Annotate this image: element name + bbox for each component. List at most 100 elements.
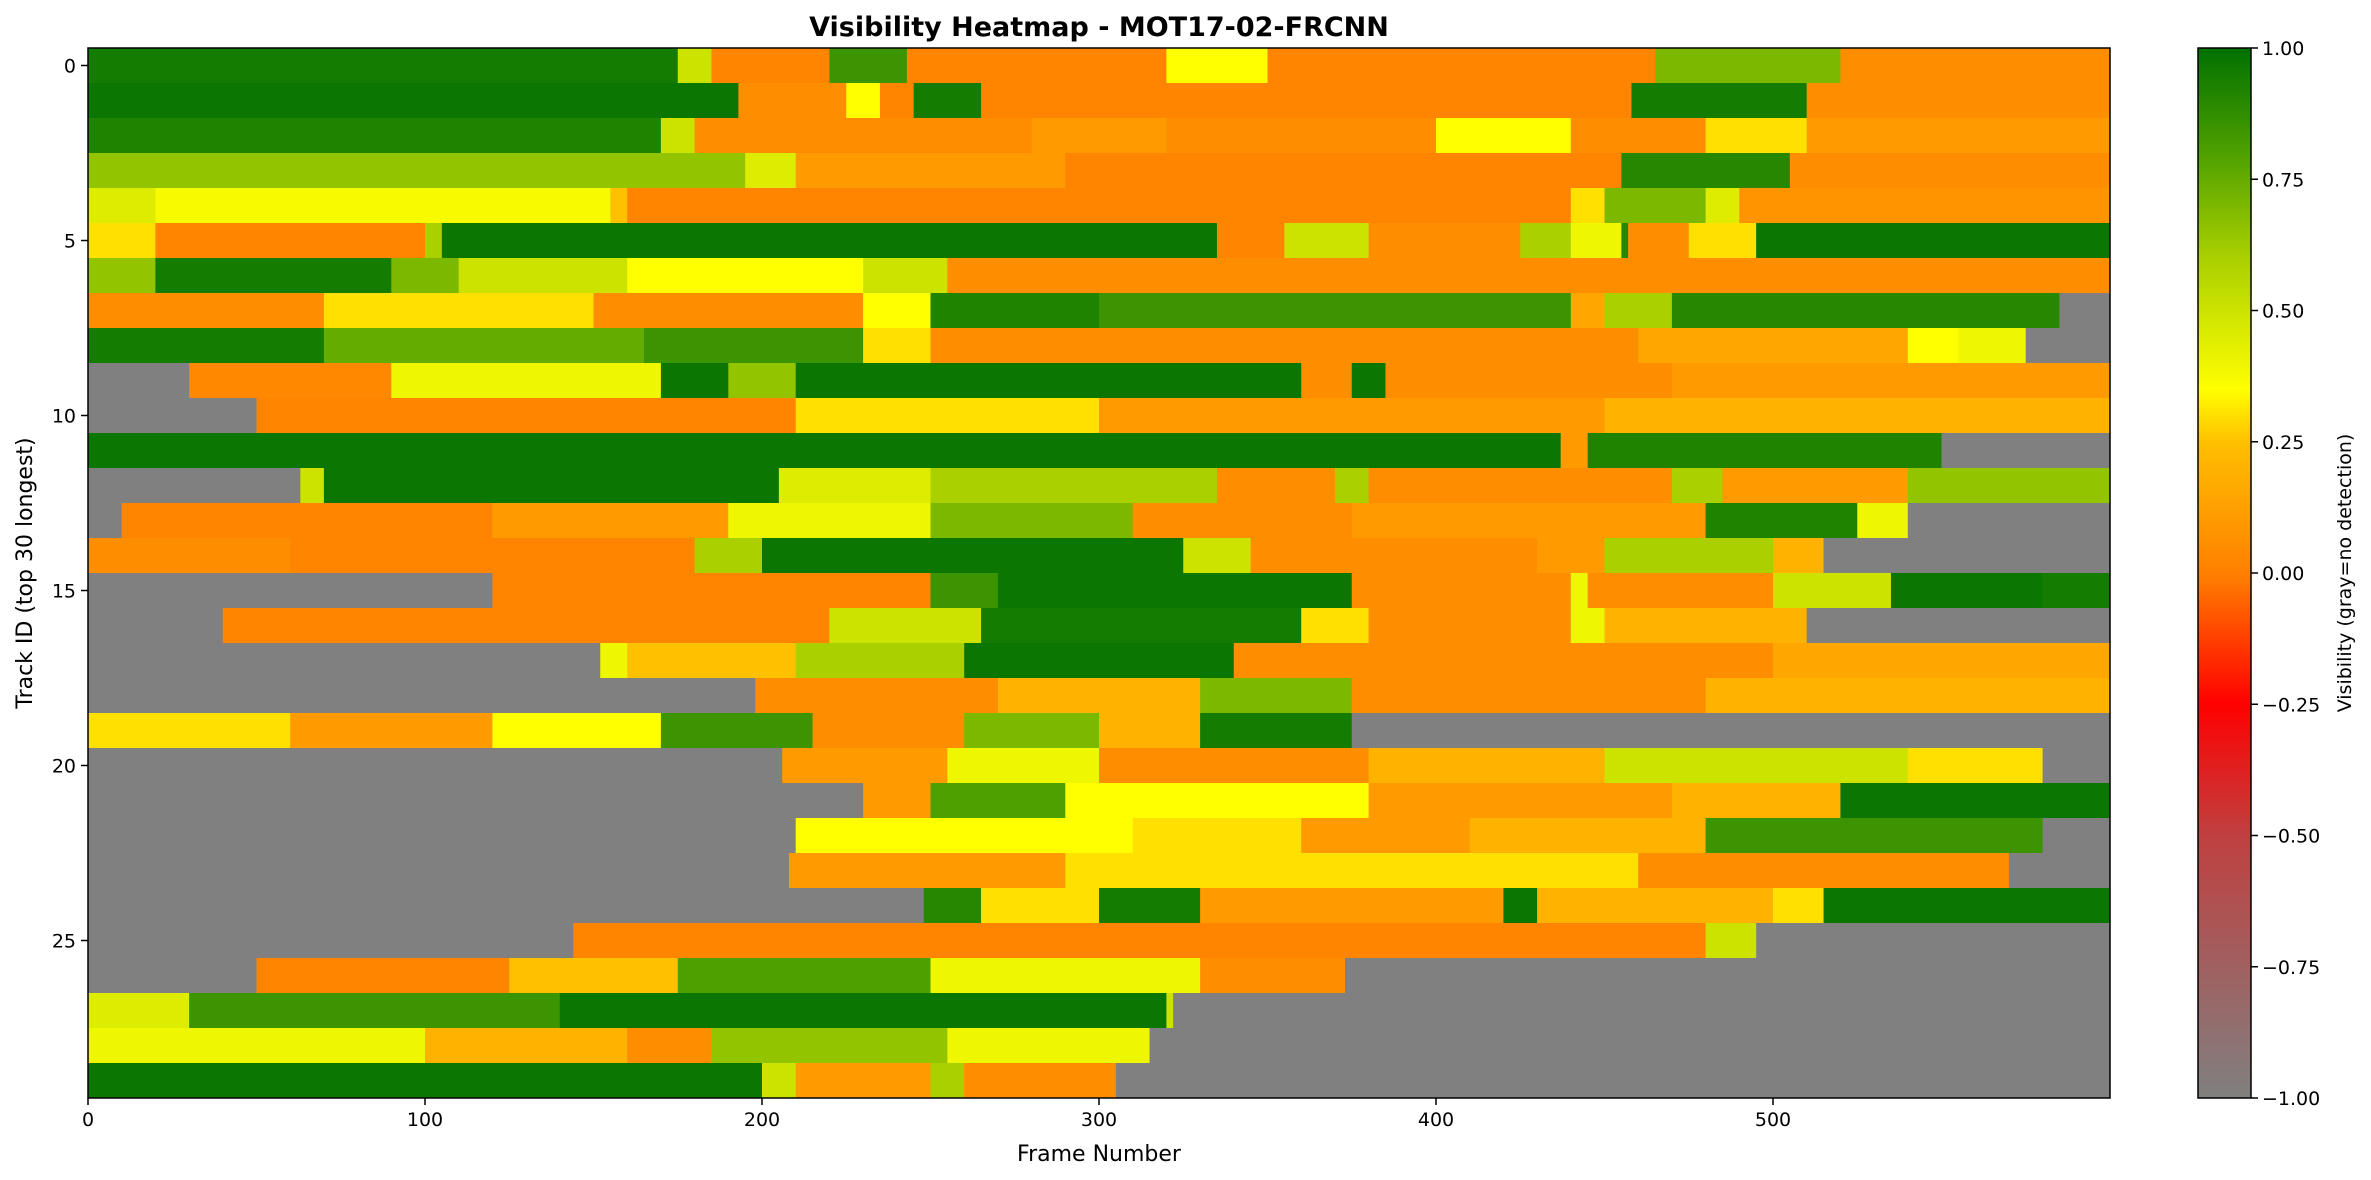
heatmap-cell-track-8-seg-0	[88, 328, 325, 364]
heatmap-cell-track-7-seg-7	[1604, 293, 1673, 329]
heatmap-cell-track-14-seg-9	[1823, 538, 2110, 574]
heatmap-cell-track-20-seg-6	[1907, 748, 2044, 784]
heatmap-cell-track-2-seg-4	[1166, 118, 1437, 154]
heatmap-cell-track-24-seg-5	[1503, 888, 1538, 924]
heatmap-cell-track-2-seg-3	[1031, 118, 1167, 154]
heatmap-cell-track-9-seg-0	[88, 363, 190, 399]
heatmap-cell-track-5-seg-10	[1628, 223, 1690, 259]
heatmap-cells	[88, 48, 2110, 1098]
heatmap-cell-track-15-seg-8	[1890, 573, 2044, 609]
heatmap-cell-track-17-seg-4	[964, 643, 1235, 679]
x-axis-ticks: 0 100 200 300 400 500	[82, 1098, 1791, 1131]
heatmap-cell-track-18-seg-3	[1200, 678, 1353, 714]
heatmap-cell-track-5-seg-8	[1570, 223, 1622, 259]
heatmap-cell-track-29-seg-1	[762, 1063, 797, 1098]
heatmap-cell-track-9-seg-5	[795, 363, 1302, 399]
heatmap-cell-track-2-seg-1	[660, 118, 696, 154]
heatmap-cell-track-17-seg-6	[1773, 643, 2110, 679]
heatmap-cell-track-0-seg-7	[1655, 48, 1841, 84]
heatmap-cell-track-5-seg-7	[1520, 223, 1572, 259]
heatmap-cell-track-1-seg-3	[879, 83, 915, 119]
heatmap-cell-track-8-seg-3	[863, 328, 932, 364]
heatmap-cell-track-19-seg-5	[964, 713, 1100, 749]
heatmap-cell-track-28-seg-1	[425, 1028, 628, 1064]
heatmap-cell-track-21-seg-5	[1671, 783, 1841, 819]
heatmap-cell-track-26-seg-4	[930, 958, 1201, 994]
heatmap-cell-track-19-seg-4	[812, 713, 965, 749]
colorbar-tick-label: −0.25	[2262, 694, 2320, 716]
heatmap-cell-track-2-seg-2	[694, 118, 1033, 154]
heatmap-cell-track-4-seg-7	[1739, 188, 2110, 224]
heatmap-cell-track-16-seg-2	[829, 608, 982, 644]
heatmap-cell-track-23-seg-0	[88, 853, 790, 889]
heatmap-cell-track-20-seg-4	[1368, 748, 1606, 784]
heatmap-cell-track-19-seg-8	[1351, 713, 2110, 749]
heatmap-cell-track-14-seg-5	[1250, 538, 1538, 574]
y-axis-label: Track ID (top 30 longest)	[13, 437, 38, 709]
heatmap-cell-track-16-seg-3	[981, 608, 1302, 644]
heatmap-cell-track-15-seg-0	[88, 573, 493, 609]
heatmap-cell-track-6-seg-2	[391, 258, 460, 294]
heatmap-cell-track-13-seg-6	[1351, 503, 1707, 539]
heatmap-cell-track-2-seg-0	[88, 118, 662, 154]
heatmap-cell-track-17-seg-0	[88, 643, 601, 679]
heatmap-cell-track-17-seg-3	[795, 643, 965, 679]
heatmap-cell-track-12-seg-1	[300, 468, 325, 504]
heatmap-cell-track-3-seg-2	[795, 153, 1066, 189]
heatmap-cell-track-15-seg-6	[1587, 573, 1774, 609]
heatmap-cell-track-14-seg-6	[1537, 538, 1606, 574]
heatmap-cell-track-17-seg-1	[600, 643, 628, 679]
heatmap-cell-track-26-seg-3	[677, 958, 932, 994]
heatmap-cell-track-5-seg-1	[155, 223, 426, 259]
heatmap-cell-track-14-seg-0	[88, 538, 291, 574]
heatmap-cell-track-15-seg-9	[2042, 573, 2110, 609]
heatmap-cell-track-12-seg-7	[1368, 468, 1673, 504]
heatmap-cell-track-3-seg-1	[745, 153, 797, 189]
heatmap-cell-track-20-seg-1	[782, 748, 948, 784]
heatmap-cell-track-16-seg-0	[88, 608, 224, 644]
heatmap-cell-track-25-seg-1	[573, 923, 1707, 959]
heatmap-cell-track-22-seg-2	[1132, 818, 1302, 854]
heatmap-cell-track-4-seg-3	[627, 188, 1572, 224]
heatmap-cell-track-1-seg-7	[1806, 83, 2110, 119]
heatmap-cell-track-3-seg-3	[1065, 153, 1622, 189]
heatmap-cell-track-10-seg-2	[795, 398, 1100, 434]
heatmap-cell-track-21-seg-3	[1065, 783, 1370, 819]
heatmap-cell-track-26-seg-6	[1345, 958, 2110, 994]
heatmap-cell-track-24-seg-8	[1823, 888, 2110, 924]
heatmap-cell-track-9-seg-7	[1351, 363, 1387, 399]
heatmap-cell-track-10-seg-4	[1604, 398, 2110, 434]
heatmap-cell-track-24-seg-6	[1537, 888, 1774, 924]
x-tick-label: 200	[744, 1109, 780, 1131]
heatmap-cell-track-5-seg-0	[88, 223, 156, 259]
heatmap-cell-track-4-seg-1	[155, 188, 611, 224]
heatmap-cell-track-13-seg-9	[1907, 503, 2110, 539]
heatmap-cell-track-10-seg-0	[88, 398, 258, 434]
x-tick-label: 300	[1081, 1109, 1117, 1131]
heatmap-cell-track-18-seg-0	[88, 678, 756, 714]
heatmap-cell-track-6-seg-6	[947, 258, 2110, 294]
heatmap-cell-track-8-seg-5	[1638, 328, 1909, 364]
heatmap-cell-track-8-seg-4	[930, 328, 1639, 364]
colorbar-tick-label: −0.50	[2262, 826, 2320, 848]
heatmap-cell-track-24-seg-3	[1099, 888, 1201, 924]
heatmap-cell-track-9-seg-4	[728, 363, 797, 399]
heatmap-cell-track-26-seg-2	[509, 958, 679, 994]
heatmap-cell-track-12-seg-10	[1907, 468, 2110, 504]
heatmap-cell-track-13-seg-0	[88, 503, 123, 539]
colorbar-tick-label: 0.50	[2262, 301, 2304, 323]
colorbar	[2197, 47, 2252, 1099]
heatmap-cell-track-24-seg-7	[1773, 888, 1825, 924]
heatmap-cell-track-2-seg-5	[1436, 118, 1572, 154]
heatmap-cell-track-17-seg-5	[1233, 643, 1774, 679]
colorbar-ticks: −1.00 −0.75 −0.50 −0.25 0.00 0.25 0.50 0.75 1.00	[2251, 38, 2320, 1110]
heatmap-cell-track-15-seg-7	[1773, 573, 1892, 609]
heatmap-cell-track-22-seg-0	[88, 818, 797, 854]
heatmap-cell-track-11-seg-3	[1941, 433, 2110, 469]
colorbar-label: Visibility (gray=no detection)	[2334, 434, 2356, 713]
heatmap-cell-track-24-seg-4	[1200, 888, 1504, 924]
heatmap-cell-track-5-seg-12	[1756, 223, 2110, 259]
heatmap-cell-track-7-seg-9	[2059, 293, 2110, 329]
heatmap-cell-track-16-seg-8	[1806, 608, 2110, 644]
